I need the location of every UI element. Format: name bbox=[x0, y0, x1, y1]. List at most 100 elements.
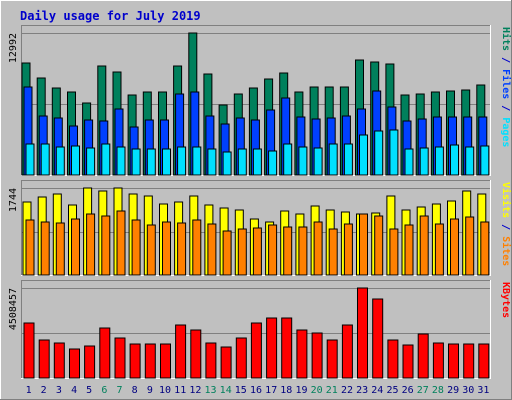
bar-kbytes-day-31 bbox=[478, 343, 490, 379]
bar-pages-day-17 bbox=[268, 150, 278, 176]
panel-middle-legend-part-1: / bbox=[500, 218, 511, 236]
panel-bottom-legend-part-0: KBytes bbox=[500, 282, 511, 318]
bar-sites-day-23 bbox=[359, 213, 368, 276]
bar-kbytes-day-23 bbox=[357, 287, 368, 379]
x-tick-label-21: 21 bbox=[326, 385, 338, 396]
bar-sites-day-3 bbox=[55, 222, 65, 276]
panel-top-ymax-label: 12992 bbox=[8, 33, 19, 63]
bar-sites-day-1 bbox=[25, 219, 35, 276]
x-tick-label-8: 8 bbox=[132, 385, 138, 396]
bar-kbytes-day-21 bbox=[326, 339, 338, 379]
bar-pages-day-25 bbox=[389, 129, 399, 176]
bar-sites-day-16 bbox=[252, 227, 262, 276]
bar-pages-day-29 bbox=[450, 144, 459, 176]
bar-sites-day-27 bbox=[419, 215, 429, 276]
bar-pages-day-27 bbox=[419, 147, 429, 176]
panel-middle-legend: Visits / Sites bbox=[500, 182, 512, 266]
bar-pages-day-31 bbox=[480, 145, 490, 176]
x-tick-label-12: 12 bbox=[189, 385, 201, 396]
bar-pages-day-5 bbox=[86, 147, 96, 176]
bar-pages-day-8 bbox=[131, 148, 141, 176]
panel-top-legend-part-2: Files bbox=[500, 69, 512, 99]
bar-kbytes-day-1 bbox=[23, 322, 35, 379]
x-tick-label-9: 9 bbox=[147, 385, 153, 396]
bar-sites-day-22 bbox=[343, 223, 353, 276]
bar-sites-day-30 bbox=[465, 216, 475, 276]
x-tick-label-2: 2 bbox=[41, 385, 47, 396]
x-tick-label-1: 1 bbox=[26, 385, 32, 396]
panel-top: 12992 Hits / Files / Pages bbox=[8, 25, 512, 176]
x-tick-label-17: 17 bbox=[265, 385, 277, 396]
panel-top-legend: Hits / Files / Pages bbox=[500, 27, 512, 147]
bar-kbytes-day-26 bbox=[402, 344, 414, 379]
bar-kbytes-day-30 bbox=[463, 343, 475, 379]
bar-kbytes-day-11 bbox=[175, 324, 187, 379]
panel-middle-ymax-label: 1744 bbox=[8, 188, 19, 212]
series-kbytes bbox=[23, 287, 490, 379]
bar-kbytes-day-18 bbox=[281, 317, 293, 379]
bar-sites-day-6 bbox=[101, 215, 111, 276]
x-tick-label-7: 7 bbox=[116, 385, 122, 396]
bar-sites-day-2 bbox=[40, 221, 50, 276]
bar-pages-day-13 bbox=[207, 148, 217, 176]
bar-sites-day-12 bbox=[192, 219, 202, 276]
bar-pages-day-10 bbox=[162, 148, 171, 176]
x-tick-label-18: 18 bbox=[280, 385, 292, 396]
bar-sites-day-15 bbox=[237, 228, 247, 276]
bar-kbytes-day-8 bbox=[129, 343, 141, 379]
bar-sites-day-21 bbox=[328, 228, 338, 276]
bar-sites-day-7 bbox=[116, 210, 126, 276]
bar-sites-day-11 bbox=[177, 222, 187, 276]
x-tick-label-5: 5 bbox=[86, 385, 92, 396]
bar-sites-day-5 bbox=[86, 213, 96, 276]
bar-kbytes-day-15 bbox=[235, 337, 247, 379]
bar-kbytes-day-22 bbox=[341, 324, 353, 379]
bar-kbytes-day-10 bbox=[160, 343, 171, 379]
bar-pages-day-6 bbox=[101, 143, 111, 176]
panel-bottom: 4508457 KBytes bbox=[8, 280, 511, 379]
bar-kbytes-day-4 bbox=[69, 348, 80, 379]
bar-pages-day-9 bbox=[146, 148, 156, 176]
x-tick-label-30: 30 bbox=[462, 385, 474, 396]
bar-pages-day-21 bbox=[328, 143, 338, 176]
bar-pages-day-24 bbox=[374, 130, 384, 176]
bar-pages-day-22 bbox=[343, 143, 353, 176]
panel-bottom-legend: KBytes bbox=[500, 282, 511, 318]
bar-pages-day-2 bbox=[40, 143, 50, 176]
bar-sites-day-29 bbox=[450, 218, 459, 276]
x-tick-label-27: 27 bbox=[417, 385, 429, 396]
bar-kbytes-day-5 bbox=[84, 345, 96, 379]
x-tick-label-19: 19 bbox=[295, 385, 307, 396]
panel-middle-legend-part-0: Visits bbox=[500, 182, 512, 218]
series-sites bbox=[25, 210, 490, 276]
bar-kbytes-day-28 bbox=[432, 342, 444, 379]
bar-sites-day-24 bbox=[374, 215, 384, 276]
bar-pages-day-20 bbox=[313, 147, 323, 176]
panel-top-legend-part-3: / bbox=[500, 99, 511, 117]
bar-sites-day-8 bbox=[131, 219, 141, 276]
bar-pages-day-15 bbox=[237, 148, 247, 176]
bar-kbytes-day-24 bbox=[372, 298, 384, 379]
bar-pages-day-12 bbox=[192, 146, 202, 176]
x-tick-label-4: 4 bbox=[71, 385, 77, 396]
bar-sites-day-19 bbox=[298, 226, 308, 276]
bar-kbytes-day-12 bbox=[190, 329, 202, 379]
x-tick-label-11: 11 bbox=[174, 385, 186, 396]
bar-sites-day-4 bbox=[71, 218, 80, 276]
x-tick-label-6: 6 bbox=[101, 385, 107, 396]
bar-kbytes-day-2 bbox=[38, 339, 50, 379]
x-tick-label-3: 3 bbox=[56, 385, 62, 396]
chart-title: Daily usage for July 2019 bbox=[20, 9, 201, 23]
bar-kbytes-day-7 bbox=[114, 337, 126, 379]
x-tick-label-13: 13 bbox=[204, 385, 216, 396]
x-tick-label-20: 20 bbox=[311, 385, 323, 396]
bar-pages-day-16 bbox=[252, 148, 262, 176]
bar-sites-day-13 bbox=[207, 223, 217, 276]
bar-kbytes-day-16 bbox=[250, 322, 262, 379]
bar-kbytes-day-25 bbox=[387, 339, 399, 379]
bar-kbytes-day-19 bbox=[296, 329, 308, 379]
x-tick-label-24: 24 bbox=[371, 385, 383, 396]
x-tick-label-29: 29 bbox=[447, 385, 459, 396]
